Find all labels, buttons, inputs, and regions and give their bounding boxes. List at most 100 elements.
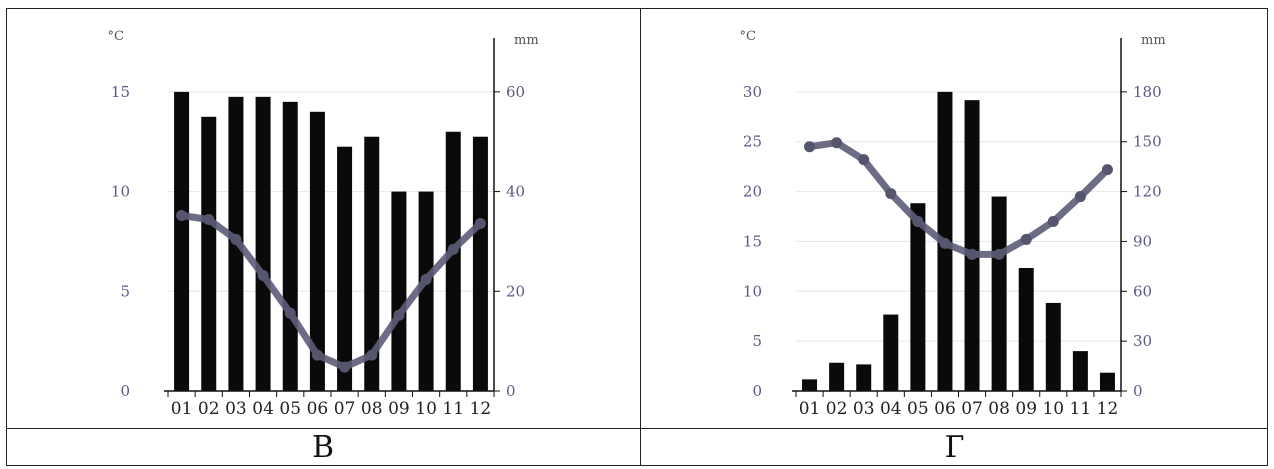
temperature-line bbox=[810, 143, 1108, 255]
left-tick-label: 5 bbox=[752, 332, 762, 350]
caption-v: В bbox=[6, 430, 640, 466]
month-label: 01 bbox=[799, 399, 821, 419]
right-tick-label: 20 bbox=[506, 282, 525, 300]
month-label: 03 bbox=[853, 399, 875, 419]
precipitation-bar bbox=[965, 100, 980, 391]
temperature-point bbox=[831, 137, 842, 148]
left-axis-unit: °C bbox=[740, 29, 757, 44]
right-tick-label: 40 bbox=[506, 183, 525, 201]
caption-divider bbox=[6, 428, 1268, 429]
month-label: 05 bbox=[907, 399, 929, 419]
month-label: 05 bbox=[279, 399, 301, 419]
temperature-point bbox=[1021, 234, 1032, 245]
left-tick-label: 15 bbox=[111, 83, 130, 101]
left-tick-label: 0 bbox=[120, 382, 130, 400]
temperature-point bbox=[258, 270, 269, 281]
temperature-point bbox=[912, 216, 923, 227]
temperature-point bbox=[804, 141, 815, 152]
temperature-point bbox=[994, 249, 1005, 260]
precipitation-bar bbox=[446, 132, 461, 391]
left-tick-label: 15 bbox=[743, 232, 762, 250]
precipitation-bar bbox=[1019, 268, 1034, 391]
right-tick-label: 0 bbox=[1133, 382, 1143, 400]
precipitation-bar bbox=[992, 197, 1007, 391]
precipitation-bar bbox=[391, 192, 406, 391]
month-label: 02 bbox=[198, 399, 220, 419]
precipitation-bar bbox=[256, 97, 271, 391]
temperature-point bbox=[475, 218, 486, 229]
precipitation-bar bbox=[856, 364, 871, 391]
temperature-point bbox=[393, 310, 404, 321]
left-tick-label: 10 bbox=[111, 183, 130, 201]
month-label: 10 bbox=[1042, 399, 1064, 419]
temperature-point bbox=[858, 154, 869, 165]
month-label: 06 bbox=[307, 399, 329, 419]
precipitation-bar bbox=[1073, 351, 1088, 391]
temperature-point bbox=[203, 214, 214, 225]
temperature-point bbox=[1075, 191, 1086, 202]
right-tick-label: 60 bbox=[1133, 282, 1152, 300]
month-label: 11 bbox=[1070, 399, 1092, 419]
right-tick-label: 60 bbox=[506, 83, 525, 101]
right-axis-unit: mm bbox=[514, 33, 539, 48]
left-tick-label: 30 bbox=[743, 83, 762, 101]
temperature-point bbox=[939, 238, 950, 249]
right-tick-label: 30 bbox=[1133, 332, 1152, 350]
right-tick-label: 180 bbox=[1133, 83, 1162, 101]
month-label: 11 bbox=[442, 399, 464, 419]
month-label: 03 bbox=[225, 399, 247, 419]
temperature-point bbox=[312, 350, 323, 361]
temperature-point bbox=[1048, 216, 1059, 227]
month-label: 04 bbox=[880, 399, 902, 419]
temperature-point bbox=[176, 210, 187, 221]
temperature-point bbox=[339, 362, 350, 373]
month-label: 06 bbox=[934, 399, 956, 419]
month-label: 08 bbox=[361, 399, 383, 419]
month-label: 07 bbox=[334, 399, 356, 419]
precipitation-bar bbox=[1046, 303, 1061, 391]
right-tick-label: 120 bbox=[1133, 183, 1162, 201]
left-tick-label: 0 bbox=[752, 382, 762, 400]
temperature-point bbox=[1102, 164, 1113, 175]
right-axis-unit: mm bbox=[1141, 33, 1166, 48]
right-tick-label: 90 bbox=[1133, 232, 1152, 250]
precipitation-bar bbox=[201, 117, 216, 391]
temperature-point bbox=[967, 249, 978, 260]
left-tick-label: 20 bbox=[743, 183, 762, 201]
precipitation-bar bbox=[174, 92, 189, 391]
month-label: 09 bbox=[1015, 399, 1037, 419]
precipitation-bar bbox=[910, 203, 925, 391]
month-label: 09 bbox=[388, 399, 410, 419]
precipitation-bar bbox=[283, 102, 298, 391]
temperature-point bbox=[421, 274, 432, 285]
temperature-point bbox=[366, 350, 377, 361]
left-tick-label: 5 bbox=[120, 282, 130, 300]
precipitation-bar bbox=[883, 315, 898, 391]
left-axis-unit: °C bbox=[108, 29, 125, 44]
temperature-point bbox=[448, 244, 459, 255]
precipitation-bar bbox=[337, 147, 352, 391]
month-label: 08 bbox=[988, 399, 1010, 419]
left-tick-label: 10 bbox=[743, 282, 762, 300]
precipitation-bar bbox=[829, 363, 844, 391]
temperature-point bbox=[285, 308, 296, 319]
month-label: 12 bbox=[470, 399, 492, 419]
temperature-point bbox=[230, 234, 241, 245]
month-label: 01 bbox=[171, 399, 193, 419]
right-tick-label: 150 bbox=[1133, 133, 1162, 151]
month-label: 07 bbox=[961, 399, 983, 419]
month-label: 04 bbox=[252, 399, 274, 419]
temperature-point bbox=[885, 188, 896, 199]
caption-g: Г bbox=[641, 430, 1268, 466]
left-tick-label: 25 bbox=[743, 133, 762, 151]
month-label: 02 bbox=[826, 399, 848, 419]
month-label: 12 bbox=[1097, 399, 1119, 419]
precipitation-bar bbox=[473, 137, 488, 391]
right-tick-label: 0 bbox=[506, 382, 516, 400]
precipitation-bar bbox=[802, 379, 817, 391]
precipitation-bar bbox=[1100, 373, 1115, 391]
month-label: 10 bbox=[415, 399, 437, 419]
panel-divider bbox=[640, 8, 641, 466]
